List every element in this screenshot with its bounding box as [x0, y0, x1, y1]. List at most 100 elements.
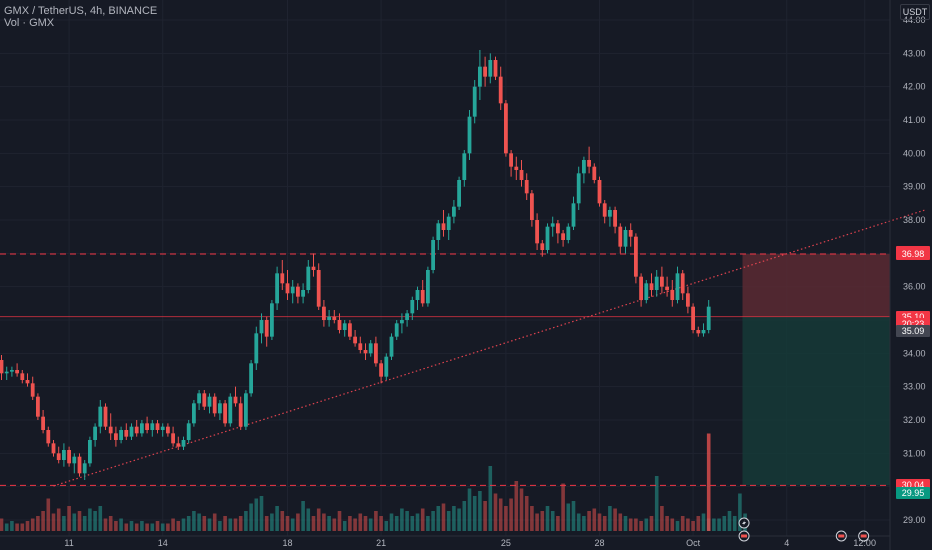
- candle: [114, 426, 118, 447]
- candle: [545, 223, 550, 254]
- symbol-title[interactable]: GMX / TetherUS, 4h, BINANCE: [4, 5, 158, 17]
- candle: [665, 276, 669, 297]
- volume-bar: [368, 518, 373, 531]
- candle-body: [51, 443, 56, 454]
- volume-bar: [124, 523, 129, 531]
- volume-bar: [228, 518, 233, 531]
- candle: [140, 420, 144, 437]
- volume-bar: [571, 501, 576, 531]
- candle-body: [181, 440, 186, 447]
- volume-bar: [618, 513, 623, 531]
- candle-body: [649, 283, 654, 290]
- volume-bar: [259, 496, 264, 531]
- volume-bar: [498, 498, 503, 531]
- volume-bar: [602, 516, 607, 531]
- candle-body: [545, 226, 550, 250]
- candle-body: [207, 396, 212, 407]
- volume-bar: [394, 516, 399, 531]
- volume-bar: [280, 511, 285, 531]
- candle: [207, 393, 212, 414]
- volume-bar: [727, 511, 732, 531]
- candle: [30, 376, 35, 400]
- candle: [446, 213, 451, 240]
- candle: [368, 340, 373, 357]
- candle-body: [129, 426, 134, 437]
- candle: [280, 260, 285, 290]
- candle: [223, 400, 227, 427]
- candle-body: [316, 270, 321, 307]
- candle-body: [93, 426, 97, 440]
- candle-body: [483, 66, 487, 77]
- volume-bar: [114, 521, 118, 531]
- volume-bar: [514, 481, 519, 531]
- volume-bars: [0, 433, 747, 531]
- flag-glyph: [860, 534, 867, 538]
- candle-body: [280, 273, 285, 284]
- volume-bar: [72, 513, 77, 531]
- candle-body: [597, 180, 602, 204]
- volume-bar: [592, 508, 597, 531]
- volume-bar: [691, 521, 695, 531]
- candle: [166, 423, 170, 437]
- candle-body: [368, 343, 373, 354]
- earnings-flag-icon[interactable]: [835, 530, 847, 542]
- candle: [582, 156, 586, 184]
- currency-unit-button[interactable]: USDT: [900, 4, 930, 20]
- candle-body: [675, 273, 680, 300]
- volume-bar: [524, 496, 529, 531]
- candle: [212, 393, 217, 417]
- volume-bar: [608, 506, 612, 531]
- volume-bar: [623, 516, 628, 531]
- candle: [701, 323, 706, 337]
- volume-bar: [561, 483, 565, 531]
- volume-bar: [415, 513, 420, 531]
- volume-bar: [613, 508, 617, 531]
- candle-body: [67, 450, 71, 464]
- volume-bar: [457, 508, 461, 531]
- volume-bar: [722, 516, 727, 531]
- time-tick-label: 25: [501, 538, 511, 548]
- earnings-flag-icon[interactable]: [858, 530, 870, 542]
- candle: [420, 280, 425, 307]
- price-tick-label: 33.00: [903, 382, 926, 392]
- candle-body: [405, 313, 409, 320]
- volume-bar: [405, 511, 409, 531]
- candle-body: [56, 453, 61, 460]
- candle: [0, 355, 4, 380]
- volume-bar: [431, 511, 435, 531]
- volume-bar: [25, 521, 30, 531]
- candle-body: [306, 266, 311, 290]
- candle-body: [498, 76, 503, 104]
- earnings-flag-icon[interactable]: [738, 530, 750, 542]
- volume-bar: [696, 516, 701, 531]
- candle-body: [634, 236, 638, 277]
- volume-bar: [389, 513, 394, 531]
- volume-bar: [46, 498, 51, 531]
- volume-bar: [238, 516, 243, 531]
- volume-bar: [462, 501, 467, 531]
- candle: [540, 240, 545, 257]
- volume-bar: [4, 523, 9, 531]
- volume-bar: [358, 513, 363, 531]
- candle-body: [623, 230, 628, 247]
- volume-bar: [51, 513, 56, 531]
- volume-bar: [77, 511, 82, 531]
- volume-bar: [530, 506, 534, 531]
- candle-body: [691, 306, 695, 330]
- candle-body: [535, 220, 539, 244]
- volume-bar: [639, 521, 643, 531]
- candle: [228, 393, 233, 427]
- candle: [363, 343, 368, 360]
- lightning-icon[interactable]: [738, 517, 750, 529]
- volume-bar: [628, 518, 633, 531]
- price-tick-label: 43.00: [903, 48, 926, 58]
- candle-body: [462, 153, 467, 180]
- candle-body: [374, 343, 378, 364]
- volume-bar: [540, 511, 545, 531]
- candle-body: [145, 423, 149, 430]
- volume-bar: [202, 516, 207, 531]
- candle-body: [379, 363, 383, 377]
- volume-bar: [738, 493, 742, 531]
- candle: [181, 436, 186, 450]
